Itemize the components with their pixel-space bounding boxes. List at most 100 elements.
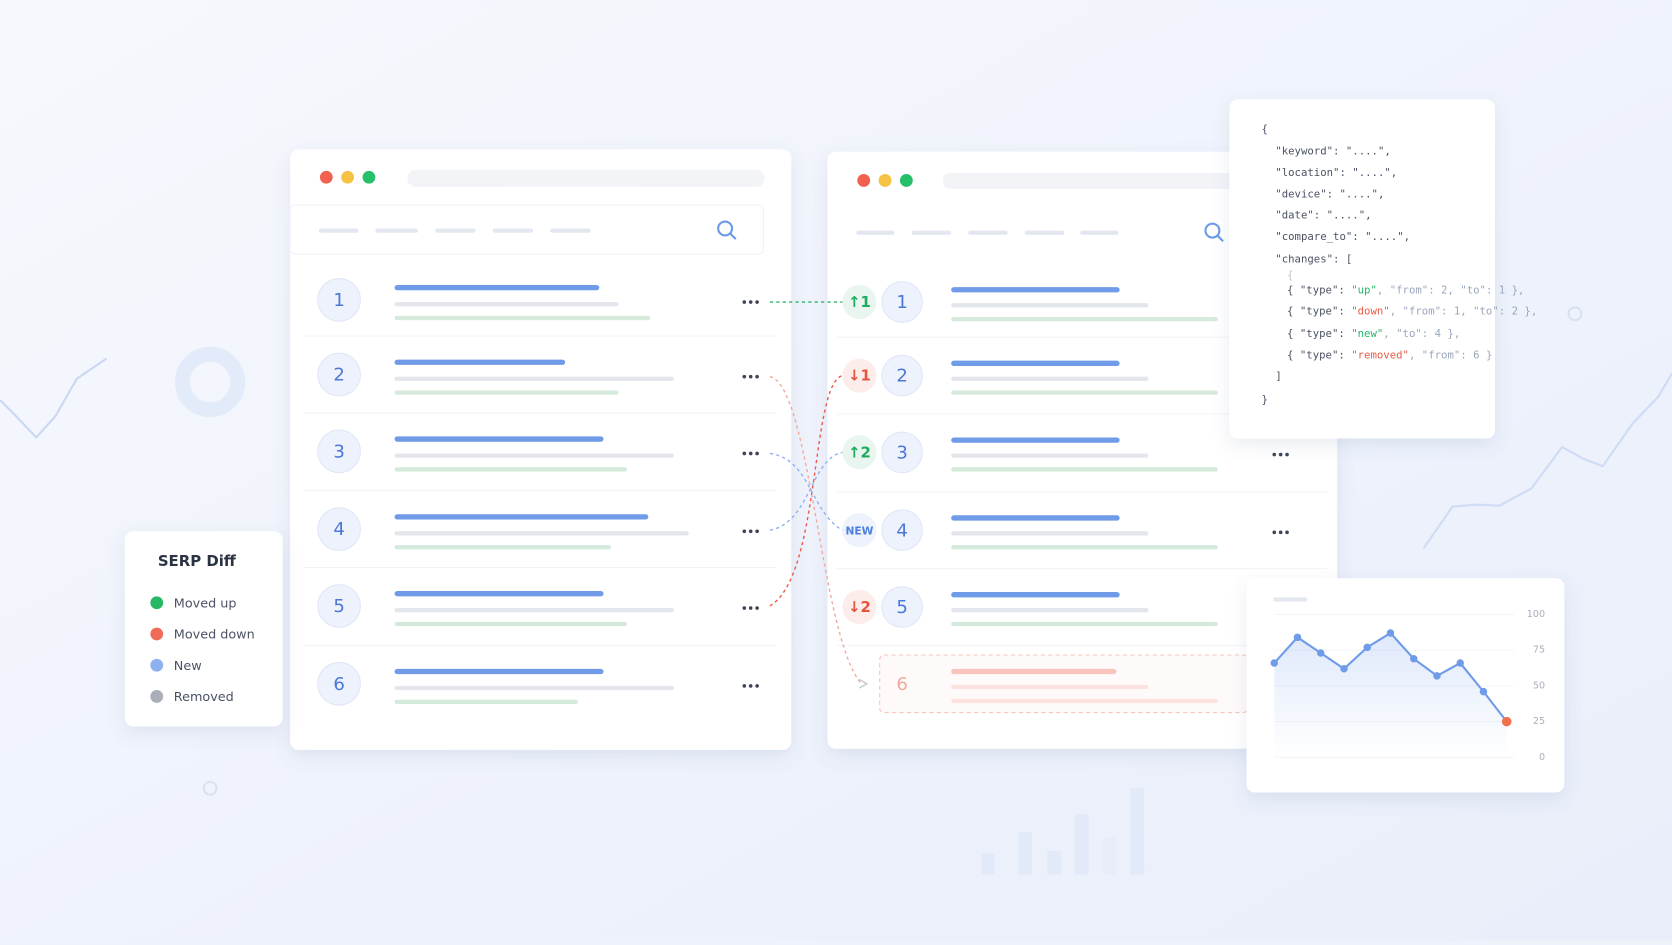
legend-swatch [150,627,164,641]
text-placeholder [951,531,1149,536]
code-token: { [1287,268,1293,281]
rank-number: 5 [896,597,908,618]
code-token: { "type": [1287,305,1351,318]
text-placeholder [394,608,674,613]
more-dot [1278,452,1283,457]
rank-circle [317,584,361,628]
change-badge: ↑2 [848,443,871,461]
rank-number: 1 [333,290,345,311]
code-line: } [1261,393,1267,406]
badge-circle [842,284,877,320]
mini-chart: 0 25 50 75 100 [1246,578,1565,793]
line-point [1386,629,1395,637]
more-dot [755,451,759,456]
right-rows: ↑1 1 ↓1 2 ↑2 3 NEW 4 ↓2 5 6 [837,281,1328,703]
line-point [1293,633,1302,642]
code-token: "device": "....", [1275,187,1384,200]
y-tick-label: 0 [1539,752,1545,763]
more-dot [1272,530,1277,535]
connectors [769,301,869,689]
more-dot [755,684,759,688]
code-token: { "type": [1287,327,1351,340]
code-token: { "type": [1287,283,1351,296]
y-tick-label: 100 [1527,609,1545,620]
code-line: "changes": [ [1275,252,1352,265]
code-line: { "type": "up", "from": 2, "to": 1 }, [1287,283,1524,296]
text-placeholder [394,302,619,307]
change-badge: ↑1 [848,293,871,311]
code-token: "changes": [ [1275,252,1352,265]
more-dot [1272,452,1277,457]
rank-number: 6 [896,674,908,695]
badge-circle [842,513,877,548]
rank-circle [317,661,361,706]
y-tick-label: 50 [1533,680,1545,691]
more-dot [742,300,747,304]
more-dot [742,529,747,534]
change-badge: ↓2 [848,598,871,616]
line-point [1479,687,1488,696]
legend-label: Moved down [174,628,255,643]
rank-circle [881,509,923,552]
y-tick-label: 25 [1533,716,1545,727]
more-dot [742,606,747,610]
title-placeholder [394,359,566,365]
code-token: "location": "....", [1275,166,1397,179]
rank-number: 2 [896,366,908,387]
url-placeholder [394,390,619,395]
code-line: { "type": "down", "from": 1, "to": 2 }, [1287,305,1537,318]
text-placeholder [394,376,674,381]
text-placeholder [951,303,1149,308]
line-point [1410,655,1418,663]
code-token: , "from": 1, "to": 2 }, [1390,305,1538,318]
badge-circle [842,358,877,393]
code-token: , "to": 4 }, [1383,327,1460,340]
legend-label: New [174,659,202,674]
rank-circle [881,354,923,397]
line-point [1456,659,1464,667]
legend-swatch [150,658,164,672]
line-point [1433,672,1441,680]
url-placeholder [951,545,1218,550]
legend-label: Moved up [174,596,237,611]
change-badge: ↓1 [848,367,871,385]
line-point [1317,649,1325,657]
more-dot [755,529,759,534]
code-token: "removed" [1351,348,1409,361]
url-placeholder [951,316,1218,322]
more-dot [1278,530,1283,535]
rank-circle [881,281,923,323]
text-placeholder [394,531,689,536]
title-placeholder [394,668,604,675]
more-dot [755,374,759,379]
code-token: , "from": 2, "to": 1 }, [1377,283,1525,296]
more-dot [742,451,747,456]
code-line: "date": "....", [1275,209,1371,222]
badge-circle [842,435,877,470]
text-placeholder [394,685,674,691]
code-line: "location": "....", [1275,166,1397,179]
more-dot [748,606,753,610]
rank-circle [881,586,923,628]
code-token: "compare_to": "....", [1275,230,1410,243]
url-placeholder [394,467,627,472]
rank-circle [317,278,361,322]
rank-number: 3 [896,442,908,463]
text-placeholder [951,453,1149,458]
legend-label: Removed [174,690,234,705]
left-rows: 1 2 3 4 5 6 [303,278,777,706]
text-placeholder [951,608,1149,613]
url-placeholder [394,621,627,627]
more-dot [742,684,747,688]
legend: SERP Diff Moved up Moved down New Removed [124,531,283,727]
code-line: "keyword": "....", [1275,145,1390,158]
code-line: ] [1275,370,1281,383]
url-placeholder [951,467,1218,472]
more-dot [755,300,759,304]
legend-swatch [150,690,164,703]
rank-circle [317,352,361,397]
code-token: "down" [1351,305,1389,318]
title-placeholder [951,515,1120,521]
title-placeholder [394,514,649,520]
